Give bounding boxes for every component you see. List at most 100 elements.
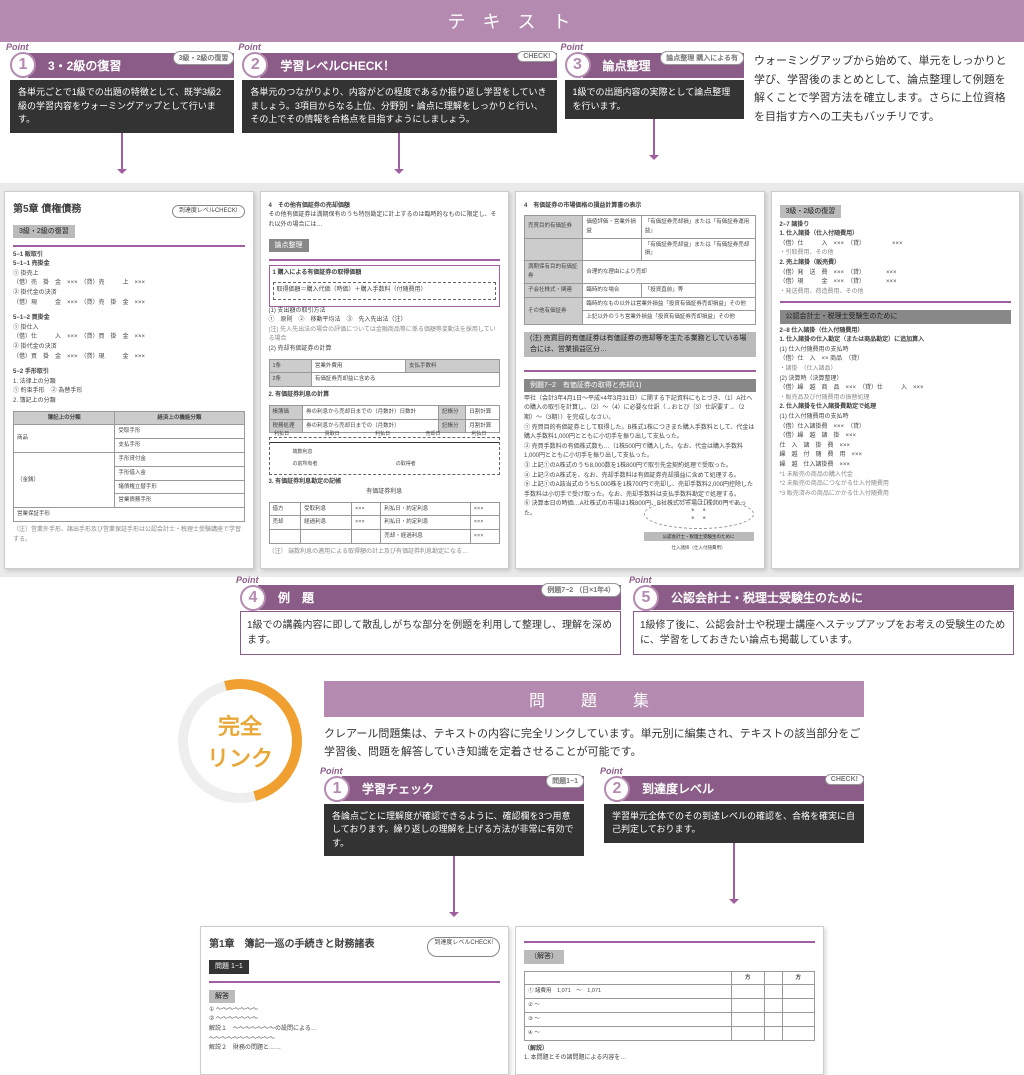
callout-1-tag: 3級・2級の復習	[173, 51, 235, 65]
gray-band: 3級・2級の復習	[780, 205, 842, 218]
callout-2-title: 学習レベルCHECK！ CHECK!	[260, 53, 556, 78]
callout-3-desc: 1級での出題内容の実際として論点整理を行います。	[565, 80, 745, 119]
p1-item: ① 掛仕入	[13, 324, 245, 334]
problem-section-header: 問 題 集	[324, 681, 864, 717]
arrow-icon	[733, 843, 735, 903]
p1-h1: 5−1 販取引	[13, 251, 245, 261]
callout-1-desc: 各単元ごとで1級での出題の特徴として、既学3級2級の学習内容をウォーミングアップ…	[10, 80, 234, 133]
p4-item: （借）現 金 ××× （貸） ×××	[780, 278, 1012, 288]
p4-item: （借）発 送 費 ××× （貸） ×××	[780, 269, 1012, 279]
purple-line	[13, 245, 245, 247]
callout-4: 4 例 題 例題7−2 （日×1年4） 1級での講義内容に即して散乱しがちな部分…	[240, 585, 621, 655]
callout-b2-desc: 学習単元全体でのその到達レベルの確認を、合格を確実に自己判定しております。	[604, 804, 864, 843]
callout-3-tag: 論点整理 購入による有	[660, 51, 744, 65]
p1-h2: 5−1−1 売掛金	[13, 260, 245, 270]
p1-note: （注）営業外手形、諸出手形及び営業保証手形は公認会計士・税理士受験講座で学習する…	[13, 526, 245, 545]
p1-i1: ① 約束手形 ② 為替手形	[13, 387, 245, 397]
link-text-col: 問 題 集 クレアール問題集は、テキストの内容に完全リンクしています。単元別に編…	[324, 681, 1004, 917]
p4-sub3: (1) 仕入付随費用の支払時	[780, 413, 1012, 423]
page-1-title: 第5章 債権債務	[13, 202, 81, 218]
p1-item: ② 掛代金の決済	[13, 289, 245, 299]
p2-h1: 4 その他有価証券の売却価額	[269, 202, 501, 212]
p2-diagram: 利払日 買取日 利払日 売却日 利払日 端数利息 の前所有者 の取得者	[269, 437, 501, 475]
p2-txt2: (注) 先入先出法の場合の評価については金融商品等に係る価額等変動法を採用してい…	[269, 326, 501, 345]
callout-b2-tag: CHECK!	[825, 774, 864, 785]
p2-h2: (1) 支出額の取引方法	[269, 307, 501, 317]
p3-item: ④ 上記②のA株式を、なお、売却手数料は有価証券売却損益に含めて処理する。	[524, 472, 756, 482]
wb-page-1: 第1章 簿記一巡の手続きと財務諸表 到達度レベルCHECK! 問題 1−1 解答…	[200, 926, 509, 1074]
p4-h4: 2−8 仕入諸掛（仕入付随費用）	[780, 327, 1012, 337]
p4-item: ・発送費用、荷造費用、その他	[780, 288, 1012, 298]
p1-h5: 1. 法律上の分類	[13, 378, 245, 388]
callout-5: 5 公認会計士・税理士受験生のために 1級修了後に、公認会計士や税理士講座へステ…	[633, 585, 1014, 655]
p3-item: ① 売買目的有価証券として取得した。B株式1株につきまた購入手数料として、代金は…	[524, 424, 756, 443]
callout-1-title: 3・2級の復習 3級・2級の復習	[28, 53, 234, 78]
callout-b1-title: 学習チェック 問題1−1	[342, 776, 584, 801]
p4-item: 繰 越 付 随 費 用 ×××	[780, 451, 1012, 461]
callout-b1-badge: 1	[324, 776, 350, 802]
wb1-sub: 解答	[209, 990, 235, 1003]
p1-item: （借）現 金 ××× （貸）売 掛 金 ×××	[13, 299, 245, 309]
link-badge: 完全 リンク	[180, 681, 300, 801]
check-badge: 到達度レベルCHECK!	[172, 205, 245, 219]
callout-4-desc: 1級での講義内容に即して散乱しがちな部分を例題を利用して整理し、理解を深めます。	[240, 611, 621, 655]
p3-item: ③ 上記①のA株式のうち8,000数を1株800円で取引先金契約処理で受取った。	[524, 462, 756, 472]
intro-text: ウォーミングアップから始めて、単元をしっかりと学び、学習後のまとめとして、論点整…	[754, 52, 1014, 127]
callout-1: 1 3・2級の復習 3級・2級の復習 各単元ごとで1級での出題の特徴として、既学…	[10, 52, 234, 173]
p1-item: ② 掛代金の決済	[13, 343, 245, 353]
p4-item: ・販売品及び付随費用の振替処理	[780, 394, 1012, 404]
p4-item: （借）仕入諸掛費 ××× （貸）	[780, 423, 1012, 433]
p1-item: （借）買 掛 金 ××× （貸）現 金 ×××	[13, 353, 245, 363]
purple-line	[780, 301, 1012, 303]
p3-item: ② 売買手数料の有価株式数も…（1株500円で購入した。なお、代金は購入手数料1…	[524, 443, 756, 462]
p3-prob-txt: 甲社（会計3年4月1日〜平成×4年3月31日）に関する下記資料にもとづき、（1）…	[524, 395, 756, 424]
callout-b2-badge: 2	[604, 776, 630, 802]
p4-sub1: (1) 仕入付随費用の支払時	[780, 346, 1012, 356]
workbook-pages: 第1章 簿記一巡の手続きと財務諸表 到達度レベルCHECK! 問題 1−1 解答…	[0, 926, 1024, 1074]
p4-h3: 2. 売上諸掛（販売費）	[780, 259, 1012, 269]
p1-table: 簿記上の分類経済上の機能分類 商品受取手形 支払手形 （金銭）手形貸付金 手形借…	[13, 411, 245, 522]
p2-tbl: 帳簿価券の利息から売却日までの（月数計）日数計記帳分日割計算 税務処理券の利息か…	[269, 405, 501, 434]
wb1-row: 解説１ 〜〜〜〜〜〜〜の設問による…	[209, 1025, 500, 1035]
textbook-section-header: テ キ ス ト	[0, 0, 1024, 42]
arrow-icon	[453, 856, 455, 916]
arrow-icon	[121, 133, 123, 173]
wb1-title: 第1章 簿記一巡の手続きと財務諸表	[209, 937, 375, 953]
textbook-pages: 第5章 債権債務 到達度レベルCHECK! 3級・2級の復習 5−1 販取引 5…	[0, 183, 1024, 577]
p4-item: （借）仕 入 ×× 商品 （貸）	[780, 355, 1012, 365]
purple-line	[524, 941, 815, 943]
arrow-icon	[398, 133, 400, 173]
p1-h3: 5−1−2 買掛金	[13, 314, 245, 324]
callout-5-title: 公認会計士・税理士受験生のために	[651, 585, 1014, 610]
wb1-row: 解説２ 財務の問題と……	[209, 1044, 500, 1054]
bottom-callouts: 1 学習チェック 問題1−1 各論点ごとに理解度が確認できるように、確認欄を3つ…	[324, 776, 864, 917]
callout-5-badge: 5	[633, 585, 659, 611]
p4-item: （借）繰 越 商 品 ××× （貸）仕 入 ×××	[780, 384, 1012, 394]
p2-h4: 2. 有価証券利息の計算	[269, 391, 501, 401]
p4-item: （借）繰 越 諸 掛 ×××	[780, 432, 1012, 442]
wb2-sec: （解説）	[524, 1045, 815, 1055]
p4-h6: 2. 仕入諸掛を仕入諸掛費勘定で処理	[780, 403, 1012, 413]
callout-2: 2 学習レベルCHECK！ CHECK! 各単元のつながりより、内容がどの程度で…	[242, 52, 556, 173]
p2-txt1: その他有価証券は満期保有のうち特別勘定に計上するのは臨時的なものに限定し、それ以…	[269, 211, 501, 230]
callout-4-title: 例 題 例題7−2 （日×1年4）	[258, 585, 621, 610]
callout-b1-desc: 各論点ごとに理解度が確認できるように、確認欄を3つ用意しております。繰り返しの理…	[324, 804, 584, 857]
p2-h3: (2) 売却有価証券の計算	[269, 345, 501, 355]
purple-line	[209, 981, 500, 983]
p1-item: （借）仕 入 ××× （貸）買 掛 金 ×××	[13, 333, 245, 343]
callout-3-title: 論点整理 論点整理 購入による有	[583, 53, 745, 78]
gray-band: 3級・2級の復習	[13, 225, 75, 238]
p2-tbl2: 1条営業外費用支払手数料 2条有価証券売却益に含める	[269, 359, 501, 388]
p1-item: ① 掛売上	[13, 270, 245, 280]
page-4: 3級・2級の復習 2−7 諸掛り 1. 仕入諸掛（仕入付随費用） （借）仕 入 …	[771, 191, 1021, 569]
problem-desc: クレアール問題集は、テキストの内容に完全リンクしています。単元別に編集され、テキ…	[324, 725, 864, 762]
callout-2-tag: CHECK!	[517, 51, 556, 62]
p4-h2: 1. 仕入諸掛（仕入付随費用）	[780, 230, 1012, 240]
p4-item: ・引取費用、その他	[780, 249, 1012, 259]
p3-item: ⑤ 上記①のA該当式のうち5,000株を1株700円で売却し、売却手数料2,00…	[524, 481, 756, 500]
p4-item: 繰 越 仕入諸掛費 ×××	[780, 461, 1012, 471]
p3-prob-band: 例題7−2 有価証券の取得と売却(1)	[524, 379, 756, 392]
p4-note: *1 未販売の商品の購入代金	[780, 471, 1012, 481]
callout-1-badge: 1	[10, 52, 36, 78]
wb2-sec-txt: 1. 本問題とその諸問題による内容を…	[524, 1054, 815, 1064]
